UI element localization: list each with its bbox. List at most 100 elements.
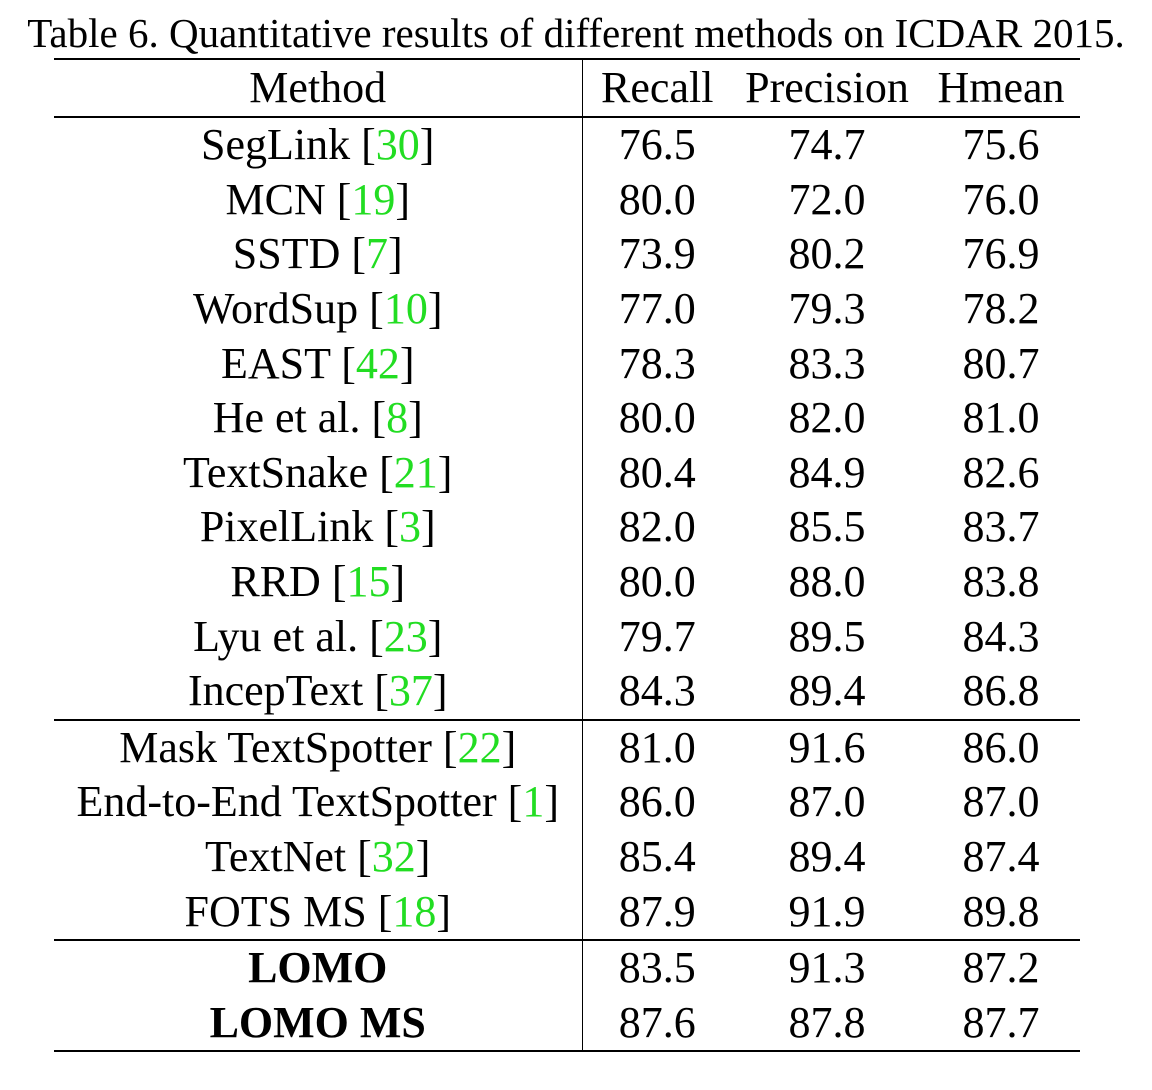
citation-reference: 10 xyxy=(383,284,428,334)
method-name: FOTS MS xyxy=(184,886,367,936)
precision-value: 84.9 xyxy=(788,447,866,497)
precision-value: 87.8 xyxy=(788,997,866,1047)
precision-value: 72.0 xyxy=(788,174,866,224)
table-row: He et al. [8] 80.0 82.0 81.0 xyxy=(54,390,1080,446)
method-cell: WordSup [10] xyxy=(54,281,583,337)
method-name: RRD xyxy=(230,557,321,607)
citation-reference: 8 xyxy=(386,393,409,443)
hmean-value: 86.0 xyxy=(962,722,1040,772)
hmean-value: 76.9 xyxy=(962,229,1040,279)
method-name: End-to-End TextSpotter xyxy=(76,777,497,827)
method-name: EAST xyxy=(220,338,331,388)
recall-value: 73.9 xyxy=(618,229,696,279)
hmean-value: 75.6 xyxy=(962,120,1040,170)
recall-value: 83.5 xyxy=(618,943,696,993)
method-cell: LOMO xyxy=(54,939,583,996)
precision-value: 74.7 xyxy=(788,120,866,170)
table-row: RRD [15] 80.0 88.0 83.8 xyxy=(54,554,1080,610)
citation-reference: 3 xyxy=(399,502,422,552)
citation-reference: 1 xyxy=(522,777,545,827)
precision-value: 91.3 xyxy=(788,943,866,993)
table-row: End-to-End TextSpotter [1] 86.0 87.0 87.0 xyxy=(54,775,1080,830)
method-name: Mask TextSpotter xyxy=(119,722,432,772)
method-cell: EAST [42] xyxy=(54,336,583,391)
header-row: Method Recall Precision Hmean xyxy=(54,59,1080,117)
table-row: Mask TextSpotter [22] 81.0 91.6 86.0 xyxy=(54,719,1080,776)
precision-value: 80.2 xyxy=(788,229,866,279)
precision-value: 89.4 xyxy=(788,666,866,716)
table-header: Method Recall Precision Hmean xyxy=(54,59,1080,117)
method-cell: RRD [15] xyxy=(54,554,583,610)
table-row: PixelLink [3] 82.0 85.5 83.7 xyxy=(54,500,1080,555)
method-cell: SegLink [30] xyxy=(54,117,583,173)
hmean-value: 76.0 xyxy=(962,174,1040,224)
precision-value: 82.0 xyxy=(788,393,866,443)
citation-reference: 23 xyxy=(383,611,428,661)
method-cell: End-to-End TextSpotter [1] xyxy=(54,775,583,830)
header-recall: Recall xyxy=(601,63,714,112)
hmean-value: 89.8 xyxy=(962,886,1040,936)
hmean-value: 84.3 xyxy=(962,611,1040,661)
precision-value: 87.0 xyxy=(788,777,866,827)
method-name: IncepText xyxy=(187,666,364,716)
citation-reference: 19 xyxy=(351,174,396,224)
precision-value: 79.3 xyxy=(788,284,866,334)
precision-value: 91.6 xyxy=(788,722,866,772)
recall-value: 84.3 xyxy=(618,666,696,716)
method-cell: SSTD [7] xyxy=(54,227,583,282)
hmean-value: 87.7 xyxy=(962,997,1040,1047)
header-hmean: Hmean xyxy=(937,63,1065,112)
hmean-value: 83.7 xyxy=(962,502,1040,552)
hmean-value: 87.0 xyxy=(962,777,1040,827)
table-row: IncepText [37] 84.3 89.4 86.8 xyxy=(54,663,1080,720)
hmean-value: 83.8 xyxy=(962,557,1040,607)
recall-value: 80.0 xyxy=(618,393,696,443)
method-cell: Lyu et al. [23] xyxy=(54,609,583,664)
method-cell: TextSnake [21] xyxy=(54,445,583,501)
hmean-value: 78.2 xyxy=(962,284,1040,334)
citation-reference: 22 xyxy=(457,722,502,772)
method-name: He et al. xyxy=(212,393,361,443)
citation-reference: 30 xyxy=(375,120,420,170)
recall-value: 81.0 xyxy=(618,722,696,772)
method-name: TextSnake xyxy=(183,447,369,497)
table-group-1: SegLink [30] 76.5 74.7 75.6 MCN [19] 80.0 72.0… xyxy=(54,117,1080,720)
recall-value: 77.0 xyxy=(618,284,696,334)
recall-value: 80.4 xyxy=(618,447,696,497)
method-cell: FOTS MS [18] xyxy=(54,884,583,940)
precision-value: 89.5 xyxy=(788,611,866,661)
method-name: MCN xyxy=(225,174,326,224)
method-name: TextNet xyxy=(205,832,347,882)
recall-value: 87.6 xyxy=(618,997,696,1047)
citation-reference: 18 xyxy=(392,886,437,936)
citation-reference: 7 xyxy=(366,229,389,279)
table-row: SegLink [30] 76.5 74.7 75.6 xyxy=(54,117,1080,173)
method-name: SegLink xyxy=(201,120,351,170)
hmean-value: 87.2 xyxy=(962,943,1040,993)
precision-value: 83.3 xyxy=(788,338,866,388)
hmean-value: 81.0 xyxy=(962,393,1040,443)
method-cell: PixelLink [3] xyxy=(54,500,583,555)
table-row: TextNet [32] 85.4 89.4 87.4 xyxy=(54,829,1080,885)
recall-value: 79.7 xyxy=(618,611,696,661)
method-name: LOMO xyxy=(248,943,388,993)
table-row: LOMO 83.5 91.3 87.2 xyxy=(54,939,1080,996)
table-row: LOMO MS 87.6 87.8 87.7 xyxy=(54,995,1080,1052)
method-name: WordSup xyxy=(193,284,359,334)
precision-value: 85.5 xyxy=(788,502,866,552)
precision-value: 91.9 xyxy=(788,886,866,936)
table-group-2: Mask TextSpotter [22] 81.0 91.6 86.0 End-to-… xyxy=(54,719,1080,940)
citation-reference: 42 xyxy=(355,338,400,388)
hmean-value: 86.8 xyxy=(962,666,1040,716)
table-row: SSTD [7] 73.9 80.2 76.9 xyxy=(54,227,1080,282)
recall-value: 86.0 xyxy=(618,777,696,827)
recall-value: 76.5 xyxy=(618,120,696,170)
recall-value: 85.4 xyxy=(618,832,696,882)
recall-value: 87.9 xyxy=(618,886,696,936)
method-name: Lyu et al. xyxy=(193,611,359,661)
method-name: LOMO MS xyxy=(209,997,426,1047)
method-cell: MCN [19] xyxy=(54,172,583,228)
method-name: PixelLink xyxy=(199,502,374,552)
hmean-value: 80.7 xyxy=(962,338,1040,388)
recall-value: 80.0 xyxy=(618,174,696,224)
